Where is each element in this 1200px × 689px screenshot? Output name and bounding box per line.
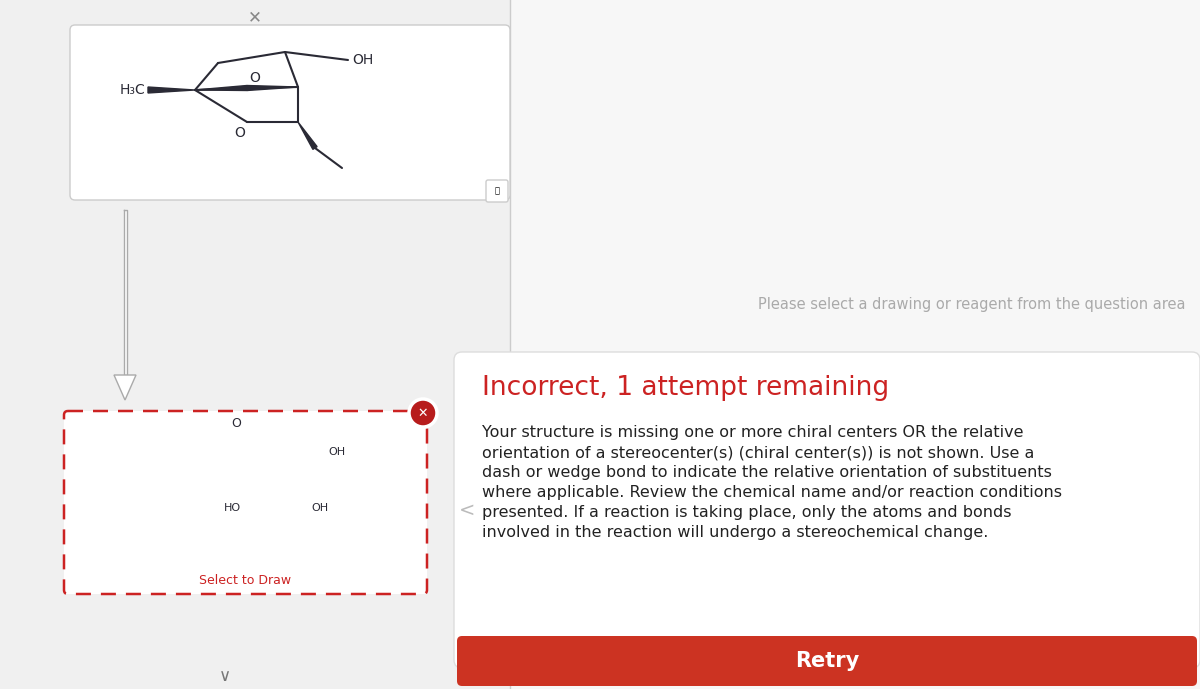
Text: ∨: ∨ [218, 667, 232, 685]
Text: ✕: ✕ [418, 407, 428, 420]
Polygon shape [114, 375, 136, 400]
Text: 🔍: 🔍 [494, 187, 499, 196]
Polygon shape [194, 85, 247, 90]
FancyBboxPatch shape [454, 352, 1200, 668]
Polygon shape [148, 87, 194, 93]
Text: dash or wedge bond to indicate the relative orientation of substituents: dash or wedge bond to indicate the relat… [482, 465, 1052, 480]
Text: O: O [230, 417, 241, 430]
Text: ✕: ✕ [248, 8, 262, 26]
FancyBboxPatch shape [457, 636, 1198, 686]
Text: Retry: Retry [794, 651, 859, 671]
Polygon shape [124, 210, 126, 375]
Text: Select to Draw: Select to Draw [199, 573, 292, 586]
Text: where applicable. Review the chemical name and/or reaction conditions: where applicable. Review the chemical na… [482, 485, 1062, 500]
FancyBboxPatch shape [486, 180, 508, 202]
Polygon shape [278, 492, 310, 509]
Text: O: O [234, 126, 245, 140]
Text: Please select a drawing or reagent from the question area: Please select a drawing or reagent from … [757, 298, 1186, 313]
Text: <: < [458, 500, 475, 520]
Circle shape [409, 399, 437, 427]
Text: OH: OH [328, 447, 346, 457]
Text: OH: OH [352, 53, 373, 67]
Text: involved in the reaction will undergo a stereochemical change.: involved in the reaction will undergo a … [482, 525, 989, 540]
Polygon shape [242, 492, 278, 509]
Text: HO: HO [224, 503, 241, 513]
Polygon shape [298, 122, 317, 150]
Bar [510, 0, 1200, 689]
FancyBboxPatch shape [70, 25, 510, 200]
Text: presented. If a reaction is taking place, only the atoms and bonds: presented. If a reaction is taking place… [482, 505, 1012, 520]
Text: O: O [250, 71, 260, 85]
Text: Incorrect, 1 attempt remaining: Incorrect, 1 attempt remaining [482, 375, 889, 401]
Text: OH: OH [311, 503, 328, 513]
FancyBboxPatch shape [64, 411, 427, 594]
Text: H₃C: H₃C [119, 83, 145, 97]
Polygon shape [247, 85, 298, 90]
Text: Your structure is missing one or more chiral centers OR the relative: Your structure is missing one or more ch… [482, 425, 1024, 440]
Text: orientation of a stereocenter(s) (chiral center(s)) is not shown. Use a: orientation of a stereocenter(s) (chiral… [482, 445, 1034, 460]
